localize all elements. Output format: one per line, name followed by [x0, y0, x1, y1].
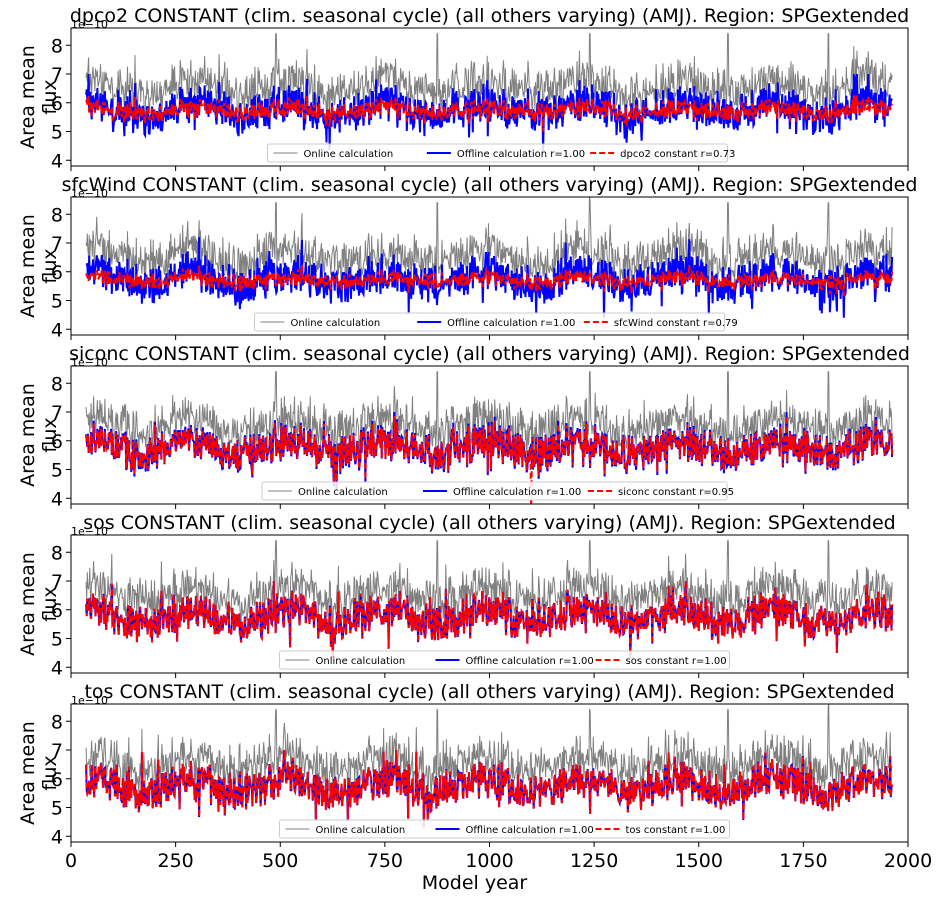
y-axis-label: Area meanflux: [17, 552, 61, 656]
y-tick-label: 4: [51, 150, 63, 172]
x-tick-label: 1500: [675, 850, 723, 872]
legend-entry: dpco2 constant r=0.73: [620, 149, 735, 160]
legend-entry: Online calculation: [316, 656, 406, 667]
series-line-online: [85, 704, 893, 809]
series-line-constant: [85, 749, 894, 828]
subplot-title: tos CONSTANT (clim. seasonal cycle) (all…: [84, 681, 894, 703]
subplot-3: siconc CONSTANT (clim. seasonal cycle) (…: [17, 343, 910, 510]
y-tick-label: 7: [51, 571, 63, 593]
series-line-constant: [85, 580, 894, 659]
subplot-title: sos CONSTANT (clim. seasonal cycle) (all…: [83, 512, 895, 534]
x-tick-label: 2000: [884, 850, 932, 872]
y-tick-label: 4: [51, 488, 63, 510]
y-tick-label: 6: [51, 93, 63, 115]
y-tick-label: 7: [51, 402, 63, 424]
subplot-2: sfcWind CONSTANT (clim. seasonal cycle) …: [17, 174, 917, 341]
legend-entry: Offline calculation r=1.00: [447, 318, 575, 329]
x-tick-label: 0: [65, 850, 77, 872]
series-line-offline: [85, 73, 893, 152]
subplot-5: tos CONSTANT (clim. seasonal cycle) (all…: [17, 681, 932, 872]
legend-box: [279, 819, 730, 839]
y-tick-label: 7: [51, 740, 63, 762]
y-tick-label: 8: [51, 35, 63, 57]
x-tick-label: 750: [367, 850, 403, 872]
legend-entry: siconc constant r=0.95: [618, 487, 734, 498]
offset-text: 1e−10: [71, 18, 108, 31]
legend-entry: sfcWind constant r=0.79: [614, 318, 738, 329]
offset-text: 1e−10: [71, 187, 108, 200]
x-tick-label: 1000: [465, 850, 513, 872]
x-axis-label: Model year: [422, 872, 528, 894]
legend-box: [279, 650, 730, 670]
legend-entry: tos constant r=1.00: [626, 825, 726, 836]
legend-box: [267, 143, 728, 163]
y-tick-label: 6: [51, 262, 63, 284]
y-tick-label: 8: [51, 711, 63, 733]
legend: Online calculation Offline calculation r=…: [279, 819, 730, 839]
y-tick-label: 5: [51, 291, 63, 313]
y-tick-label: 4: [51, 657, 63, 679]
y-tick-label: 7: [51, 233, 63, 255]
y-tick-label: 8: [51, 542, 63, 564]
y-tick-label: 7: [51, 64, 63, 86]
y-axis-label: Area meanflux: [17, 214, 61, 318]
series-line-online: [85, 540, 893, 642]
legend-entry: Offline calculation r=1.00: [466, 656, 594, 667]
legend-entry: Online calculation: [316, 825, 406, 836]
y-tick-label: 5: [51, 122, 63, 144]
y-axis-label: Area meanflux: [17, 721, 61, 825]
legend-box: [261, 481, 728, 501]
series-line-constant: [85, 415, 894, 504]
legend-entry: Online calculation: [304, 149, 394, 160]
subplot-title: siconc CONSTANT (clim. seasonal cycle) (…: [69, 343, 910, 365]
legend-entry: Online calculation: [291, 318, 381, 329]
series-line-online: [85, 371, 893, 472]
legend: Online calculation Offline calculation r=…: [254, 312, 738, 332]
series-line-constant: [85, 264, 894, 296]
offset-text: 1e−10: [71, 694, 108, 707]
y-axis-label: Area meanflux: [17, 45, 61, 149]
x-tick-label: 500: [262, 850, 298, 872]
legend: Online calculation Offline calculation r=…: [267, 143, 735, 163]
x-tick-label: 1250: [570, 850, 618, 872]
y-tick-label: 6: [51, 431, 63, 453]
y-tick-label: 5: [51, 798, 63, 820]
legend-entry: sos constant r=1.00: [626, 656, 727, 667]
y-tick-label: 8: [51, 373, 63, 395]
x-tick-label: 1750: [779, 850, 827, 872]
legend-box: [254, 312, 725, 332]
y-tick-label: 4: [51, 826, 63, 848]
y-tick-label: 8: [51, 204, 63, 226]
legend-entry: Online calculation: [298, 487, 388, 498]
y-axis-label: Area meanflux: [17, 383, 61, 487]
x-tick-label: 250: [157, 850, 193, 872]
legend-entry: Offline calculation r=1.00: [466, 825, 594, 836]
y-tick-label: 5: [51, 460, 63, 482]
legend-entry: Offline calculation r=1.00: [457, 149, 585, 160]
subplot-title: sfcWind CONSTANT (clim. seasonal cycle) …: [62, 174, 918, 196]
y-tick-label: 6: [51, 769, 63, 791]
y-tick-label: 5: [51, 629, 63, 651]
subplot-4: sos CONSTANT (clim. seasonal cycle) (all…: [17, 512, 909, 679]
y-tick-label: 4: [51, 319, 63, 341]
offset-text: 1e−10: [71, 356, 108, 369]
legend: Online calculation Offline calculation r=…: [279, 650, 730, 670]
y-tick-label: 6: [51, 600, 63, 622]
legend: Online calculation Offline calculation r=…: [261, 481, 734, 501]
legend-entry: Offline calculation r=1.00: [453, 487, 581, 498]
offset-text: 1e−10: [71, 525, 108, 538]
subplot-1: dpco2 CONSTANT (clim. seasonal cycle) (a…: [17, 5, 909, 172]
subplot-title: dpco2 CONSTANT (clim. seasonal cycle) (a…: [70, 5, 909, 27]
